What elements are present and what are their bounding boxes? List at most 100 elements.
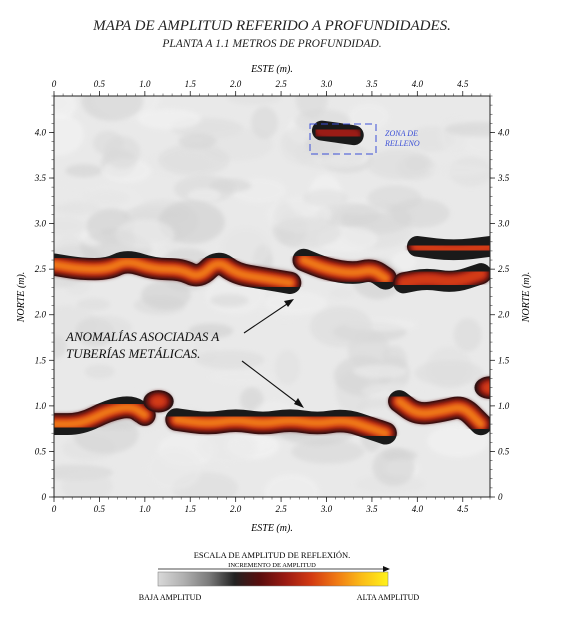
x-tick-label-top: 4.0 <box>412 79 424 89</box>
texture-patch <box>372 447 415 487</box>
texture-patch <box>101 230 136 251</box>
texture-patch <box>141 280 191 310</box>
texture-patch <box>187 188 222 203</box>
axis-ticks: 0 0 0.5 0.5 1.0 1.0 1.5 1.5 2.0 2.0 2.5 2.5 3.0 3.0 3.… <box>34 79 510 514</box>
anomaly-annotation-line2: TUBERÍAS METÁLICAS. <box>66 346 200 361</box>
y-tick-label-right: 2.5 <box>498 264 510 274</box>
texture-patch <box>76 315 133 342</box>
y-tick-label-left: 2.0 <box>35 310 47 320</box>
x-tick-label-bottom: 3.5 <box>365 504 378 514</box>
texture-patch <box>54 112 85 157</box>
x-tick-label-bottom: 3.0 <box>320 504 333 514</box>
texture-patch <box>453 317 482 352</box>
y-tick-label-right: 4.0 <box>498 127 510 137</box>
texture-patch <box>103 135 141 169</box>
texture-patch <box>137 108 202 130</box>
x-tick-label-bottom: 0.5 <box>94 504 106 514</box>
x-tick-label-top: 2.0 <box>230 79 242 89</box>
y-tick-label-left: 1.5 <box>35 355 47 365</box>
y-tick-label-right: 0.5 <box>498 446 510 456</box>
x-tick-label-top: 2.5 <box>275 79 287 89</box>
x-tick-label-bottom: 1.0 <box>139 504 151 514</box>
anomaly-band <box>315 123 361 142</box>
texture-patch <box>146 447 202 491</box>
fill-zone-label-line1: ZONA DE <box>385 129 418 138</box>
anomaly-9 <box>311 120 364 146</box>
x-tick-label-top: 3.0 <box>320 79 333 89</box>
anomaly-band <box>395 397 485 428</box>
anomaly-band <box>300 256 390 282</box>
texture-patch <box>65 164 103 178</box>
texture-patch <box>76 298 111 311</box>
texture-patch <box>54 183 74 206</box>
x-tick-label-bottom: 1.5 <box>185 504 197 514</box>
anomaly-band <box>173 415 390 437</box>
x-tick-label-bottom: 4.0 <box>412 504 424 514</box>
heatmap-plot-area <box>53 95 491 498</box>
anomaly-0 <box>54 251 302 294</box>
texture-patch <box>264 291 327 315</box>
anomaly-annotation-line1: ANOMALÍAS ASOCIADAS A <box>65 329 219 344</box>
y-tick-label-right: 1.0 <box>498 401 510 411</box>
anomaly-blob <box>482 381 490 394</box>
annotation-arrow-upper <box>243 301 291 334</box>
texture-patch <box>329 287 355 300</box>
y-tick-label-left: 3.0 <box>34 219 47 229</box>
colorbar-title: ESCALA DE AMPLITUD DE REFLEXIÓN. <box>194 550 351 560</box>
texture-patch <box>366 149 432 180</box>
anomaly-band <box>54 258 294 287</box>
anomaly-5 <box>143 390 174 413</box>
annotation-arrowhead-lower <box>294 398 304 408</box>
anomaly-band <box>54 403 149 428</box>
x-tick-label-bottom: 2.5 <box>275 504 287 514</box>
x-tick-label-top: 1.5 <box>185 79 197 89</box>
anomaly-3 <box>406 236 490 261</box>
texture-patch <box>54 216 85 236</box>
x-tick-label-bottom: 4.5 <box>457 504 469 514</box>
anomaly-band <box>398 268 487 289</box>
x-tick-label-top: 3.5 <box>365 79 378 89</box>
x-tick-label-top: 1.0 <box>139 79 151 89</box>
texture-patch <box>209 369 273 385</box>
x-tick-label-top: 0.5 <box>94 79 106 89</box>
texture-patch <box>220 226 271 268</box>
y-tick-label-left: 1.0 <box>35 401 47 411</box>
texture-patch <box>54 201 101 216</box>
fill-zone-box <box>309 123 377 155</box>
chart-title: MAPA DE AMPLITUD REFERIDO A PROFUNDIDADE… <box>92 18 451 34</box>
texture-patch <box>54 333 67 359</box>
annotation-arrow-lower <box>241 360 301 406</box>
y-tick-label-right: 1.5 <box>498 355 510 365</box>
texture-patch <box>158 200 225 244</box>
anomaly-1 <box>292 248 397 290</box>
x-tick-label-top: 0 <box>52 79 57 89</box>
texture-patch <box>295 96 329 119</box>
x-tick-label-top: 4.5 <box>457 79 469 89</box>
texture-patch <box>251 106 279 139</box>
texture-patch <box>444 122 490 137</box>
texture-patch <box>315 203 381 227</box>
x-axis-label-bottom: ESTE (m). <box>250 523 293 534</box>
y-tick-label-right: 0 <box>498 492 503 502</box>
x-axis-label-top: ESTE (m). <box>250 64 293 75</box>
texture-patch <box>81 96 144 122</box>
texture-patch <box>302 189 348 207</box>
texture-patch <box>428 163 490 177</box>
y-tick-label-left: 4.0 <box>35 127 47 137</box>
colorbar-increment-label: INCREMENTO DE AMPLITUD <box>228 562 316 569</box>
texture-patch <box>195 350 265 370</box>
colorbar-low-label: BAJA AMPLITUD <box>139 593 202 602</box>
chart-subtitle: PLANTA A 1.1 METROS DE PROFUNDIDAD. <box>161 38 381 50</box>
anomaly-8 <box>474 376 490 400</box>
y-axis-label-right: NORTE (m). <box>521 272 532 324</box>
texture-patch <box>239 387 264 412</box>
texture-patch <box>210 294 249 307</box>
anomaly-7 <box>388 390 490 436</box>
colorbar-gradient <box>157 571 389 587</box>
texture-patch <box>309 306 373 348</box>
texture-patch <box>84 364 115 379</box>
texture-patch <box>188 323 234 339</box>
texture-patch <box>61 469 113 497</box>
anomaly-layer <box>54 120 490 445</box>
annotation-arrowhead-upper <box>284 299 294 307</box>
